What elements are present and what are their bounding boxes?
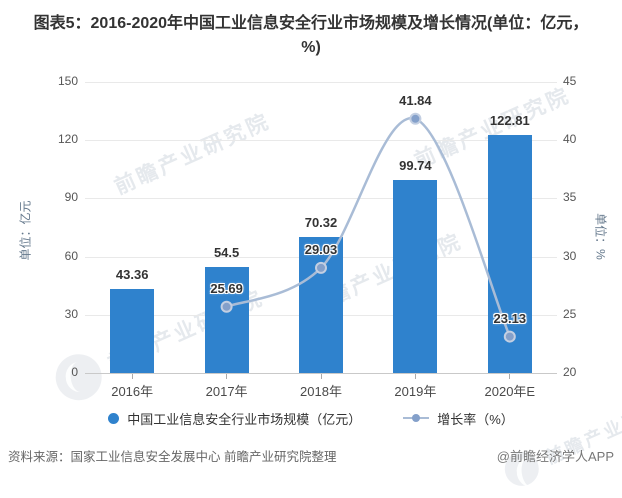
- line-marker-2019年: [409, 112, 422, 125]
- x-axis-label-2020年E: 2020年E: [484, 384, 536, 399]
- y-axis-tick-right: 20: [563, 365, 577, 379]
- y-axis-tick-left: 90: [64, 190, 78, 205]
- growth-line: [226, 117, 511, 338]
- y-axis-tick-right: 35: [563, 190, 577, 205]
- bar-value-label-2016年: 43.36: [115, 266, 149, 282]
- y-axis-tick-left: 120: [57, 132, 78, 147]
- y-axis-tick-right: 25: [563, 306, 577, 321]
- y-axis-tick-right: 45: [563, 74, 577, 88]
- legend-label: 中国工业信息安全行业市场规模（亿元）: [127, 411, 362, 427]
- x-axis-tick: [509, 374, 511, 379]
- bar-2019年: [393, 179, 438, 373]
- gridline: [85, 82, 557, 83]
- y-axis-tick-left: 30: [64, 306, 78, 321]
- bar-value-label-2020年E: 122.81: [489, 112, 530, 128]
- bar-value-label-2019年: 99.74: [399, 157, 432, 173]
- bar-2020年E: [487, 134, 532, 373]
- watermark: 前瞻产业研究院: [109, 105, 275, 201]
- legend-item-market-size: 中国工业信息安全行业市场规模（亿元）: [108, 409, 361, 428]
- bar-value-label-2018年: 70.32: [304, 214, 338, 230]
- watermark-text: 前瞻产业研究院: [111, 109, 275, 200]
- x-axis-tick: [414, 374, 416, 379]
- x-axis-tick: [131, 374, 133, 379]
- bar-value-label-2017年: 54.5: [213, 245, 240, 261]
- x-axis-tick: [320, 374, 322, 379]
- y-axis-tick-left: 150: [57, 74, 78, 88]
- x-axis-label-2019年: 2019年: [394, 384, 437, 399]
- x-axis-tick: [226, 374, 228, 379]
- legend-line-marker-icon: [403, 413, 430, 423]
- bar-2018年: [299, 236, 343, 373]
- legend-item-growth-rate: 增长率（%）: [403, 409, 514, 428]
- line-value-label-2020年E: 23.13: [493, 310, 527, 326]
- gridline: [85, 140, 557, 142]
- legend-label: 增长率（%）: [437, 411, 514, 427]
- legend-line-dot: [412, 414, 421, 422]
- chart-title: 图表5：2016-2020年中国工业信息安全行业市场规模及增长情况(单位：亿元，…: [33, 15, 589, 56]
- chart-legend: 中国工业信息安全行业市场规模（亿元） 增长率（%）: [0, 408, 622, 428]
- x-axis-label-2017年: 2017年: [205, 384, 248, 399]
- line-value-label-2019年: 41.84: [399, 92, 432, 108]
- x-axis-line: [85, 373, 557, 374]
- credit-note: @前瞻经济学人APP: [496, 449, 614, 464]
- chart-stage: 单位：亿元 单位：% 前瞻产业研究院 前瞻产业研究院 前瞻产业研究院 前瞻产业研…: [0, 0, 622, 478]
- legend-bar-marker-icon: [108, 412, 120, 424]
- bar-2016年: [110, 288, 155, 373]
- left-axis-title: 单位：亿元: [18, 200, 33, 261]
- line-value-label-2018年: 29.03: [304, 241, 338, 257]
- line-value-label-2017年: 25.69: [210, 280, 243, 296]
- y-axis-tick-left: 60: [64, 248, 78, 263]
- x-axis-label-2016年: 2016年: [111, 384, 154, 399]
- y-axis-tick-left: 0: [71, 365, 78, 379]
- gridline: [85, 198, 557, 200]
- y-axis-tick-right: 40: [563, 132, 577, 147]
- y-axis-tick-right: 30: [563, 248, 577, 263]
- x-axis-label-2018年: 2018年: [300, 384, 342, 399]
- source-note: 资料来源：国家工业信息安全发展中心 前瞻产业研究院整理: [8, 450, 337, 464]
